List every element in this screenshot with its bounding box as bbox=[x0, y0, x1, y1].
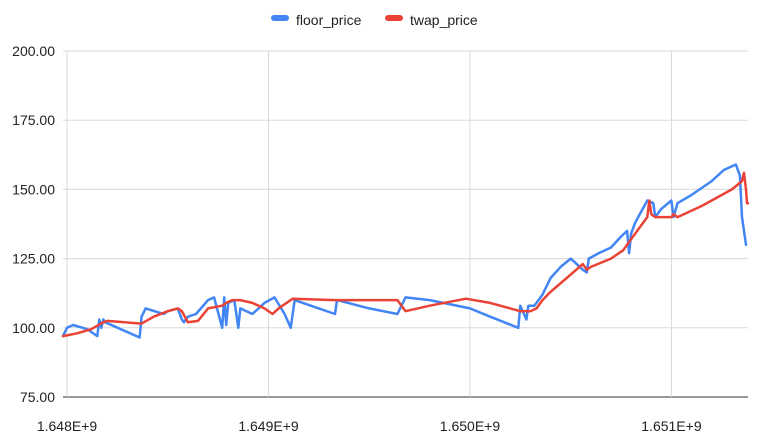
y-tick-label: 75.00 bbox=[20, 389, 55, 405]
legend-label-twap-price: twap_price bbox=[410, 12, 478, 28]
legend-item-floor-price[interactable]: floor_price bbox=[271, 12, 362, 28]
x-tick-label: 1.650E+9 bbox=[440, 418, 501, 434]
y-tick-label: 150.00 bbox=[12, 181, 55, 197]
legend: floor_price twap_price bbox=[271, 12, 478, 28]
legend-swatch-twap-price bbox=[385, 15, 403, 21]
series-layer bbox=[61, 163, 750, 339]
y-tick-label: 175.00 bbox=[12, 112, 55, 128]
x-tick-label: 1.648E+9 bbox=[37, 418, 98, 434]
y-tick-label: 100.00 bbox=[12, 320, 55, 336]
gridlines bbox=[63, 50, 748, 398]
series-line-twap-price[interactable] bbox=[61, 171, 750, 338]
x-tick-label: 1.649E+9 bbox=[238, 418, 299, 434]
axes: 75.00 100.00 125.00 150.00 175.00 200.00 1.648… bbox=[12, 43, 702, 434]
legend-swatch-floor-price bbox=[271, 15, 289, 21]
y-tick-label: 200.00 bbox=[12, 43, 55, 59]
y-tick-label: 125.00 bbox=[12, 251, 55, 267]
legend-item-twap-price[interactable]: twap_price bbox=[385, 12, 478, 28]
legend-label-floor-price: floor_price bbox=[296, 12, 362, 28]
x-tick-label: 1.651E+9 bbox=[641, 418, 702, 434]
